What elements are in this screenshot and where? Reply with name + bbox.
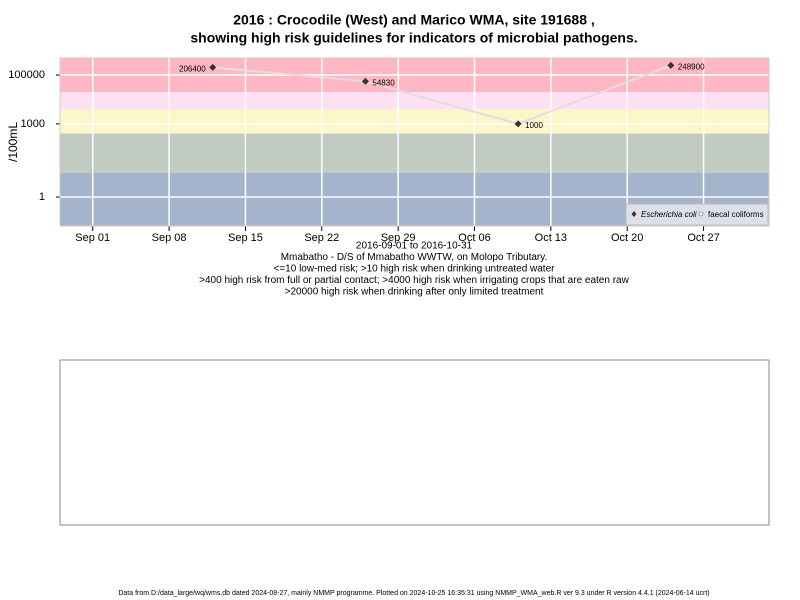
note: >400 high risk from full or partial cont… [199, 275, 629, 286]
data-label: 248900 [678, 63, 705, 72]
y-tick-label: 100000 [8, 69, 45, 81]
y-axis-label: /100mL [6, 122, 20, 162]
legend-marker [631, 211, 637, 217]
legend-box [625, 203, 769, 226]
risk-band [60, 133, 769, 173]
x-tick-label: Oct 27 [687, 232, 719, 244]
risk-band [60, 109, 769, 134]
data-point [667, 61, 675, 69]
x-tick-label: Sep 15 [228, 232, 263, 244]
x-tick-label: Oct 20 [611, 232, 643, 244]
note: Mmabatho - D/S of Mmabatho WWTW, on Molo… [281, 252, 548, 263]
x-tick-label: Sep 22 [304, 232, 339, 244]
x-tick-label: Sep 08 [152, 232, 187, 244]
plot-frame [59, 57, 770, 227]
note: <=10 low-med risk; >10 high risk when dr… [274, 264, 556, 275]
x-tick-label: Oct 13 [535, 232, 567, 244]
data-label: 1000 [525, 121, 543, 130]
series-line [212, 64, 672, 125]
x-tick-label: Sep 01 [75, 232, 110, 244]
y-tick-label: 1 [39, 191, 45, 203]
note: 2016-09-01 to 2016-10-31 [356, 241, 473, 252]
data-label: 54830 [372, 79, 395, 88]
legend-label: faecal coliforms [708, 210, 764, 219]
legend-marker [698, 211, 704, 217]
data-point [361, 77, 369, 85]
empty-panel [59, 359, 770, 526]
y-tick-label: 1000 [21, 118, 45, 130]
x-tick-label: Oct 06 [458, 232, 490, 244]
chart-subtitle: showing high risk guidelines for indicat… [190, 30, 637, 46]
data-point [209, 63, 217, 71]
legend-label: Escherichia coli [641, 210, 697, 219]
chart-title: 2016 : Crocodile (West) and Marico WMA, … [233, 12, 595, 28]
data-label: 206400 [179, 64, 206, 73]
x-tick-label: Sep 29 [381, 232, 416, 244]
data-point [514, 120, 522, 128]
note: >20000 high risk when drinking after onl… [285, 287, 544, 298]
footer: Data from D:/data_large/wq/wms.db dated … [118, 590, 709, 597]
